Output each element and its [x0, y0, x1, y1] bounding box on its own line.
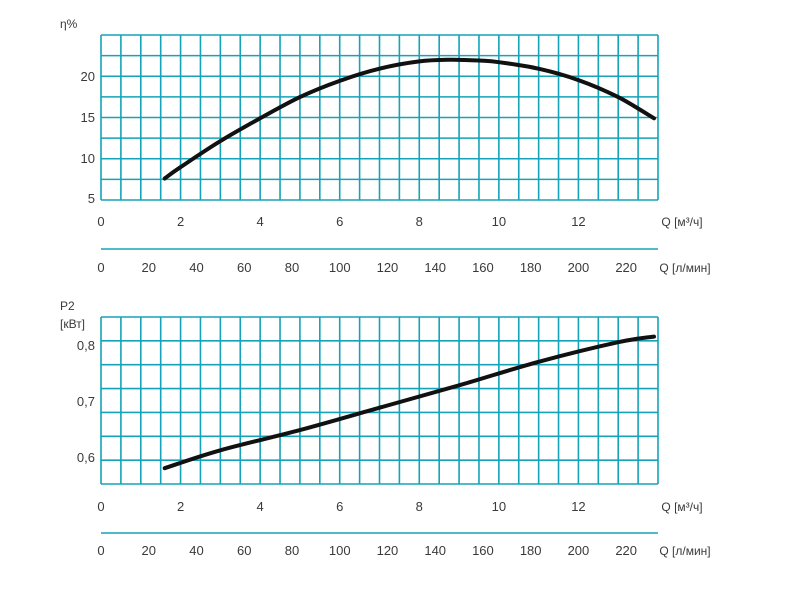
secondary-tick-label: 40: [189, 260, 203, 275]
x-tick-label: 8: [416, 214, 423, 229]
series-line-power: [162, 334, 656, 471]
x-tick-label: 6: [336, 214, 343, 229]
x-tick-label: 12: [571, 214, 585, 229]
x-tick-label: 12: [571, 499, 585, 514]
x-tick-label: 0: [97, 214, 104, 229]
y-tick-label: 0,6: [77, 450, 95, 465]
y-tick-label: 20: [81, 69, 95, 84]
x-tick-label: 8: [416, 499, 423, 514]
secondary-tick-label: 220: [615, 543, 637, 558]
y-tick-label: 10: [81, 151, 95, 166]
series-line-efficiency: [162, 57, 656, 181]
secondary-tick-label: 0: [97, 543, 104, 558]
y-tick-label: 0,8: [77, 338, 95, 353]
x-tick-label: 4: [257, 214, 264, 229]
x-tick-label: 0: [97, 499, 104, 514]
x-tick-label: 10: [492, 214, 506, 229]
chart-power: 0,6 0,7 0,8 P2 [кВт] 0 2 4 6 8 10 12 Q [м³/ч] 0 20 40 60…: [60, 299, 711, 558]
y-tick-label: 0,7: [77, 394, 95, 409]
y-tick-label: 5: [88, 191, 95, 206]
y-axis-label: P2: [60, 299, 75, 313]
secondary-tick-label: 0: [97, 260, 104, 275]
x-axis-label: Q [м³/ч]: [661, 215, 702, 229]
secondary-tick-label: 200: [568, 260, 590, 275]
y-axis-unit: [кВт]: [60, 317, 85, 331]
secondary-tick-label: 20: [142, 260, 156, 275]
y-tick-label: 15: [81, 110, 95, 125]
secondary-tick-label: 120: [377, 543, 399, 558]
secondary-tick-label: 120: [377, 260, 399, 275]
secondary-tick-label: 180: [520, 260, 542, 275]
secondary-tick-label: 200: [568, 543, 590, 558]
secondary-tick-label: 140: [424, 260, 446, 275]
secondary-axis-label: Q [л/мин]: [659, 544, 710, 558]
x-tick-label: 4: [257, 499, 264, 514]
secondary-tick-label: 100: [329, 543, 351, 558]
x-tick-label: 6: [336, 499, 343, 514]
secondary-tick-label: 40: [189, 543, 203, 558]
secondary-tick-label: 160: [472, 543, 494, 558]
secondary-tick-label: 80: [285, 543, 299, 558]
secondary-tick-label: 60: [237, 260, 251, 275]
secondary-tick-label: 180: [520, 543, 542, 558]
x-tick-label: 10: [492, 499, 506, 514]
secondary-tick-label: 160: [472, 260, 494, 275]
secondary-tick-label: 220: [615, 260, 637, 275]
x-tick-label: 2: [177, 499, 184, 514]
x-axis-label: Q [м³/ч]: [661, 500, 702, 514]
chart-efficiency: 5 10 15 20 η% 0 2 4 6 8 10 12 Q [м³/ч] 0 20 40 60 80 100 12…: [60, 17, 711, 275]
secondary-tick-label: 140: [424, 543, 446, 558]
secondary-tick-label: 20: [142, 543, 156, 558]
y-axis-label: η%: [60, 17, 78, 31]
x-tick-label: 2: [177, 214, 184, 229]
secondary-tick-label: 60: [237, 543, 251, 558]
secondary-tick-label: 100: [329, 260, 351, 275]
secondary-tick-label: 80: [285, 260, 299, 275]
secondary-axis-label: Q [л/мин]: [659, 261, 710, 275]
